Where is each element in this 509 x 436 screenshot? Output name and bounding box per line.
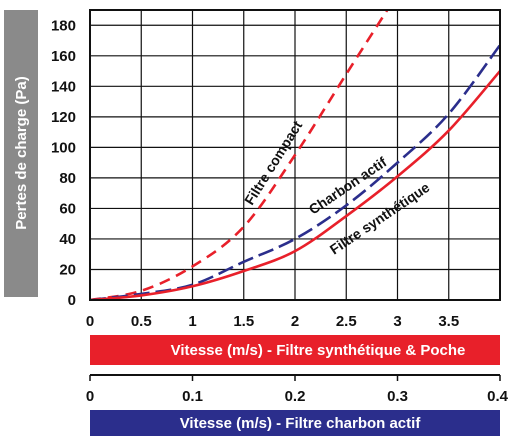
series-lines: [90, 10, 500, 300]
y-tick-label: 180: [51, 17, 76, 34]
y-tick-label: 20: [59, 261, 76, 278]
y-tick-label: 100: [51, 139, 76, 156]
series-line-filtre-compact: [90, 10, 389, 300]
x-axis-secondary-label: Vitesse (m/s) - Filtre charbon actif: [180, 415, 422, 432]
x-tick-label-secondary: 0.2: [285, 388, 306, 405]
y-tick-label: 120: [51, 109, 76, 126]
x-tick-label-secondary: 0.3: [387, 388, 408, 405]
series-line-filtre-synthetique: [90, 70, 500, 300]
plot-frame: [89, 9, 501, 301]
grid: [90, 10, 500, 300]
x-tick-labels-primary: 0 0.5 1 1.5 2 2.5 3 3.5: [86, 313, 459, 330]
x-tick-label-secondary: 0.1: [182, 388, 203, 405]
y-tick-labels: 0 20 40 60 80 100 120 140 160 180: [51, 17, 76, 309]
x-axis-secondary-bar: [90, 410, 500, 436]
y-axis-label-bar: [4, 10, 38, 297]
y-tick-label: 0: [68, 292, 76, 309]
y-axis-label: Pertes de charge (Pa): [13, 76, 30, 229]
x-tick-label-primary: 0.5: [131, 313, 152, 330]
x-axis-primary-bar: [90, 335, 500, 365]
x-tick-labels-secondary: 0 0.1 0.2 0.3 0.4: [86, 375, 509, 405]
x-tick-label-primary: 3.5: [438, 313, 459, 330]
x-tick-label-primary: 2: [291, 313, 299, 330]
y-tick-label: 40: [59, 231, 76, 248]
x-tick-label-primary: 0: [86, 313, 94, 330]
x-tick-label-primary: 3: [393, 313, 401, 330]
x-tick-label-primary: 2.5: [336, 313, 357, 330]
x-tick-label-secondary: 0: [86, 388, 94, 405]
series-label-filtre-compact: Filtre compact: [241, 118, 305, 208]
y-tick-label: 80: [59, 170, 76, 187]
y-tick-label: 160: [51, 48, 76, 65]
x-tick-label-secondary: 0.4: [487, 388, 509, 405]
y-tick-label: 60: [59, 200, 76, 217]
x-tick-label-primary: 1: [188, 313, 196, 330]
x-axis-primary-label: Vitesse (m/s) - Filtre synthétique & Poc…: [171, 342, 466, 359]
y-tick-label: 140: [51, 78, 76, 95]
x-tick-label-primary: 1.5: [233, 313, 254, 330]
